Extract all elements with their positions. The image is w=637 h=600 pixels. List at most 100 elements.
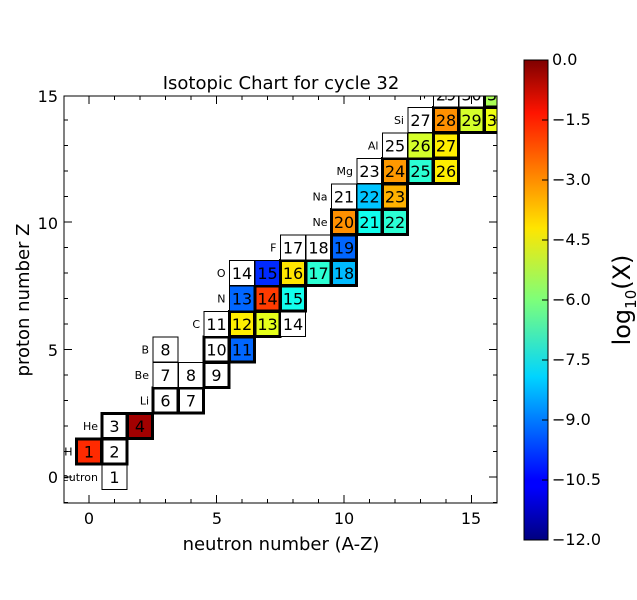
isotope-cell: 18 xyxy=(305,234,332,261)
isotope-mass-label: 21 xyxy=(359,213,379,232)
isotope-mass-label: 1 xyxy=(109,468,119,487)
isotope-mass-label: 27 xyxy=(410,111,430,130)
isotope-cell-box xyxy=(381,157,409,185)
colorbar-tick-7: −10.5 xyxy=(552,470,601,489)
isotope-cell: 8 xyxy=(178,362,204,388)
x-tick-label-15: 15 xyxy=(461,509,481,528)
element-label: Neutron xyxy=(54,471,98,484)
isotope-cell-box xyxy=(101,464,128,490)
y-tick-label-10: 10 xyxy=(38,214,58,233)
isotope-mass-label: 22 xyxy=(385,213,405,232)
isotope-mass-label: 10 xyxy=(206,341,226,360)
plot-frame xyxy=(63,95,498,504)
colorbar-tick-4: −6.0 xyxy=(552,290,591,309)
isotope-cell-box xyxy=(483,106,497,134)
colorbar-tick-0: 0.0 xyxy=(552,50,577,69)
isotope-cell: 20 xyxy=(330,208,358,236)
isotope-cell-box xyxy=(432,131,460,160)
isotope-cell-box xyxy=(178,362,204,388)
isotope-mass-label: 17 xyxy=(308,264,328,283)
element-label: F xyxy=(270,242,276,255)
isotope-mass-label: 9 xyxy=(211,366,221,385)
y-tick-label-0: 0 xyxy=(48,468,58,487)
isotope-cell-box xyxy=(177,386,205,415)
colorbar-tick-6: −9.0 xyxy=(552,410,591,429)
isotope-mass-label: 19 xyxy=(334,239,354,258)
isotope-mass-label: 8 xyxy=(186,366,196,385)
isotope-cell: 7 xyxy=(177,386,205,415)
isotope-mass-label: 14 xyxy=(283,315,303,334)
isotope-cell: 14 xyxy=(253,284,282,313)
element-label: He xyxy=(83,420,98,433)
isotope-cell-box xyxy=(432,157,460,185)
isotope-cell: 9 xyxy=(202,361,231,389)
isotope-cell: 28 xyxy=(432,106,460,134)
isotope-cell: 29 xyxy=(433,86,459,108)
element-label: Li xyxy=(140,395,149,408)
isotope-mass-label: 28 xyxy=(436,111,456,130)
isotope-cell: 26 xyxy=(407,132,434,159)
isotope-mass-label: 1 xyxy=(84,443,94,462)
isotope-mass-label: 8 xyxy=(160,341,170,360)
isotope-cell: 15 xyxy=(279,284,307,313)
isotope-mass-label: 13 xyxy=(232,290,252,309)
colorbar-tick-2: −3.0 xyxy=(552,170,591,189)
isotope-cell: 17 xyxy=(280,234,306,261)
isotope-cell: 25 xyxy=(406,157,435,185)
isotope-cell: 2 xyxy=(100,437,129,466)
isotope-mass-label: 31 xyxy=(487,86,507,105)
isotope-cell-box xyxy=(407,107,434,133)
isotope-mass-label: 30 xyxy=(487,111,507,130)
isotope-mass-label: 18 xyxy=(308,239,328,258)
element-label: Si xyxy=(394,114,404,127)
isotope-cell: 12 xyxy=(228,310,256,338)
isotope-mass-label: 4 xyxy=(135,417,145,436)
element-label: H xyxy=(64,446,72,459)
isotope-mass-label: 22 xyxy=(359,188,379,207)
isotope-cell: 24 xyxy=(381,157,409,185)
isotope-cell-box xyxy=(75,437,103,466)
isotope-mass-label: 11 xyxy=(206,315,226,334)
isotope-mass-label: 15 xyxy=(283,290,303,309)
isotope-cell: 11 xyxy=(203,311,230,337)
isotope-cell: 23 xyxy=(381,182,409,211)
isotope-cell: 13 xyxy=(229,285,255,312)
element-label: O xyxy=(217,267,226,280)
isotope-mass-label: 26 xyxy=(410,137,430,156)
axis-ticks xyxy=(64,96,498,503)
isotope-mass-label: 25 xyxy=(410,162,430,181)
isotope-mass-label: 17 xyxy=(283,239,303,258)
element-label: N xyxy=(217,293,225,306)
isotope-mass-label: 29 xyxy=(436,86,456,105)
isotope-cell-box xyxy=(280,311,306,337)
isotope-cell: 14 xyxy=(280,311,306,337)
x-tick-label-5: 5 xyxy=(212,509,222,528)
y-tick-label-15: 15 xyxy=(38,87,58,106)
isotope-cell: 31 xyxy=(483,86,507,109)
isotope-cell-box xyxy=(433,96,459,108)
isotope-cell: 27 xyxy=(407,107,434,133)
isotope-cell: 17 xyxy=(304,259,333,287)
isotope-cell: 21 xyxy=(355,208,384,236)
isotope-mass-label: 14 xyxy=(232,264,252,283)
isotope-cell: 7 xyxy=(152,362,179,388)
isotope-cell-box xyxy=(228,335,256,364)
isotope-mass-label: 7 xyxy=(160,366,170,385)
isotope-cell: 29 xyxy=(457,106,486,134)
isotope-mass-label: 20 xyxy=(334,213,354,232)
isotope-cell-box xyxy=(229,260,255,286)
element-label: Be xyxy=(135,369,150,382)
isotope-mass-label: 24 xyxy=(385,162,405,181)
isotope-cell: 3 xyxy=(100,412,129,440)
isotope-cell-box xyxy=(330,233,358,262)
isotope-cell: 19 xyxy=(330,233,358,262)
isotope-cell: 13 xyxy=(253,310,282,338)
isotope-mass-label: 18 xyxy=(334,264,354,283)
isotope-mass-label: 26 xyxy=(436,162,456,181)
isotope-mass-label: 11 xyxy=(232,341,252,360)
x-tick-label-10: 10 xyxy=(334,509,354,528)
isotope-cell: 16 xyxy=(279,259,307,287)
isotope-cell-box xyxy=(483,96,497,109)
isotope-mass-label: 25 xyxy=(385,137,405,156)
isotope-mass-label: 29 xyxy=(461,111,481,130)
